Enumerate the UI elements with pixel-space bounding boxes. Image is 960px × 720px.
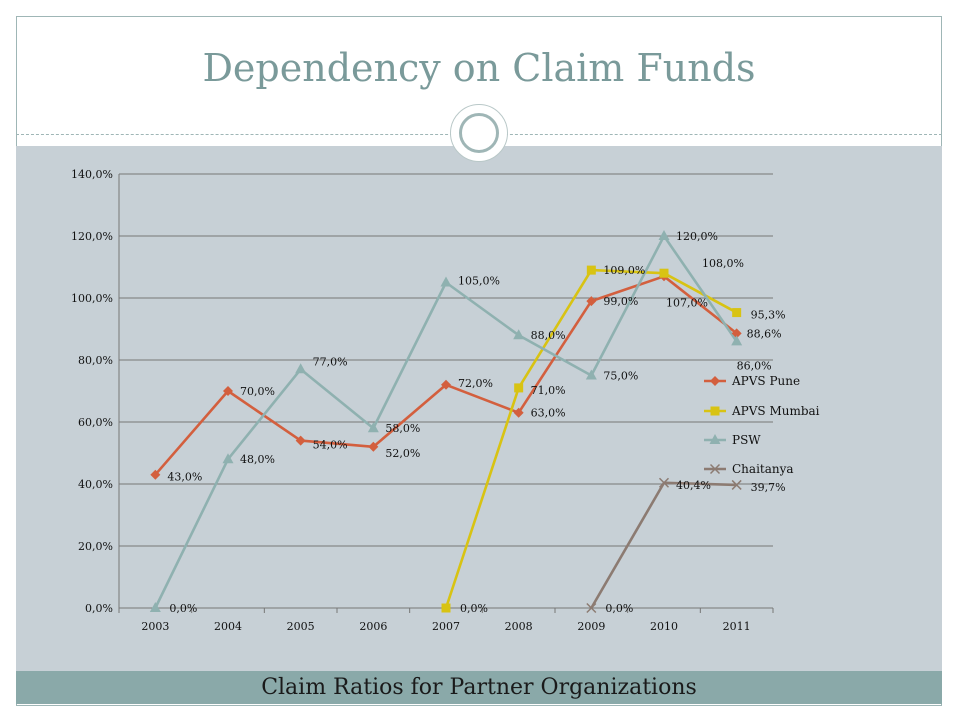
data-point bbox=[368, 441, 379, 452]
data-point bbox=[585, 369, 597, 380]
x-tick-label: 2004 bbox=[214, 620, 242, 633]
data-point bbox=[295, 363, 307, 374]
data-point bbox=[223, 386, 233, 396]
data-label: 40,4% bbox=[676, 479, 711, 492]
data-point bbox=[441, 603, 451, 613]
y-tick-label: 120,0% bbox=[71, 230, 113, 243]
data-point bbox=[367, 422, 379, 433]
data-label: 48,0% bbox=[240, 453, 275, 466]
y-tick-label: 40,0% bbox=[78, 478, 113, 491]
y-tick-label: 80,0% bbox=[78, 354, 113, 367]
caption-bar: Claim Ratios for Partner Organizations bbox=[16, 671, 942, 704]
data-label: 43,0% bbox=[167, 471, 202, 484]
series-line-apvs-mumbai bbox=[444, 268, 738, 609]
data-point bbox=[513, 329, 525, 340]
x-marker-stroke bbox=[731, 479, 742, 490]
data-label: 0,0% bbox=[169, 602, 197, 615]
data-label: 120,0% bbox=[676, 230, 718, 243]
data-point bbox=[513, 407, 524, 418]
data-point bbox=[586, 265, 596, 275]
data-point bbox=[149, 602, 161, 612]
legend-entry: APVS Pune bbox=[731, 374, 800, 388]
data-label: 99,0% bbox=[603, 295, 638, 308]
data-label: 72,0% bbox=[458, 377, 493, 390]
x-tick-label: 2003 bbox=[141, 620, 169, 633]
legend-entry: Chaitanya bbox=[732, 462, 794, 476]
series-line-apvs-pune bbox=[154, 274, 738, 476]
x-tick-label: 2009 bbox=[577, 620, 605, 633]
circle-ornament-icon bbox=[450, 104, 508, 162]
y-tick-label: 100,0% bbox=[71, 292, 113, 305]
x-marker-stroke bbox=[658, 477, 670, 488]
data-label: 63,0% bbox=[531, 407, 566, 420]
data-point bbox=[586, 602, 597, 614]
data-point bbox=[441, 379, 451, 390]
y-tick-label: 0,0% bbox=[85, 602, 113, 615]
data-label: 52,0% bbox=[385, 447, 420, 460]
data-point bbox=[731, 335, 743, 346]
x-tick-label: 2007 bbox=[432, 620, 460, 633]
data-point bbox=[150, 469, 161, 480]
data-point bbox=[514, 383, 524, 393]
y-tick-label: 60,0% bbox=[78, 416, 113, 429]
data-label: 75,0% bbox=[603, 370, 638, 383]
chart-background bbox=[16, 146, 942, 671]
data-label: 86,0% bbox=[737, 359, 772, 372]
data-label: 95,3% bbox=[751, 309, 786, 322]
data-label: 77,0% bbox=[313, 355, 348, 368]
x-marker-stroke bbox=[586, 602, 597, 614]
data-label: 58,0% bbox=[385, 422, 420, 435]
data-label: 39,7% bbox=[751, 481, 786, 494]
legend-entry: APVS Mumbai bbox=[731, 404, 820, 418]
data-label: 108,0% bbox=[702, 257, 744, 270]
data-point bbox=[658, 230, 670, 240]
data-label: 105,0% bbox=[458, 275, 500, 288]
slide-title: Dependency on Claim Funds bbox=[202, 46, 756, 90]
x-tick-label: 2010 bbox=[650, 620, 678, 633]
data-point bbox=[731, 328, 742, 339]
data-point bbox=[732, 308, 742, 318]
data-point bbox=[731, 479, 742, 490]
data-point bbox=[222, 453, 234, 464]
x-tick-label: 2006 bbox=[359, 620, 387, 633]
y-tick-label: 140,0% bbox=[71, 168, 113, 181]
legend-marker bbox=[709, 463, 721, 475]
data-label: 0,0% bbox=[605, 602, 633, 615]
legend-marker bbox=[710, 406, 720, 416]
data-label: 54,0% bbox=[313, 439, 348, 452]
y-tick-label: 20,0% bbox=[78, 540, 113, 553]
legend-marker bbox=[709, 434, 721, 444]
data-label: 71,0% bbox=[531, 384, 566, 397]
legend-marker bbox=[710, 376, 720, 386]
data-point bbox=[586, 296, 597, 307]
x-marker-stroke bbox=[709, 463, 721, 475]
chart-caption: Claim Ratios for Partner Organizations bbox=[261, 675, 697, 700]
data-label: 70,0% bbox=[240, 385, 275, 398]
series-line-chaitanya bbox=[590, 481, 737, 609]
data-label: 107,0% bbox=[666, 296, 708, 309]
data-point bbox=[659, 268, 669, 278]
data-label: 88,0% bbox=[531, 329, 566, 342]
x-tick-label: 2011 bbox=[723, 620, 751, 633]
legend-entry: PSW bbox=[732, 433, 761, 447]
data-point bbox=[440, 276, 452, 287]
data-label: 109,0% bbox=[603, 264, 645, 277]
data-label: 0,0% bbox=[460, 602, 488, 615]
data-point bbox=[658, 477, 670, 488]
x-tick-label: 2008 bbox=[505, 620, 533, 633]
x-tick-label: 2005 bbox=[287, 620, 315, 633]
data-point bbox=[295, 435, 306, 446]
data-label: 88,6% bbox=[747, 327, 782, 340]
